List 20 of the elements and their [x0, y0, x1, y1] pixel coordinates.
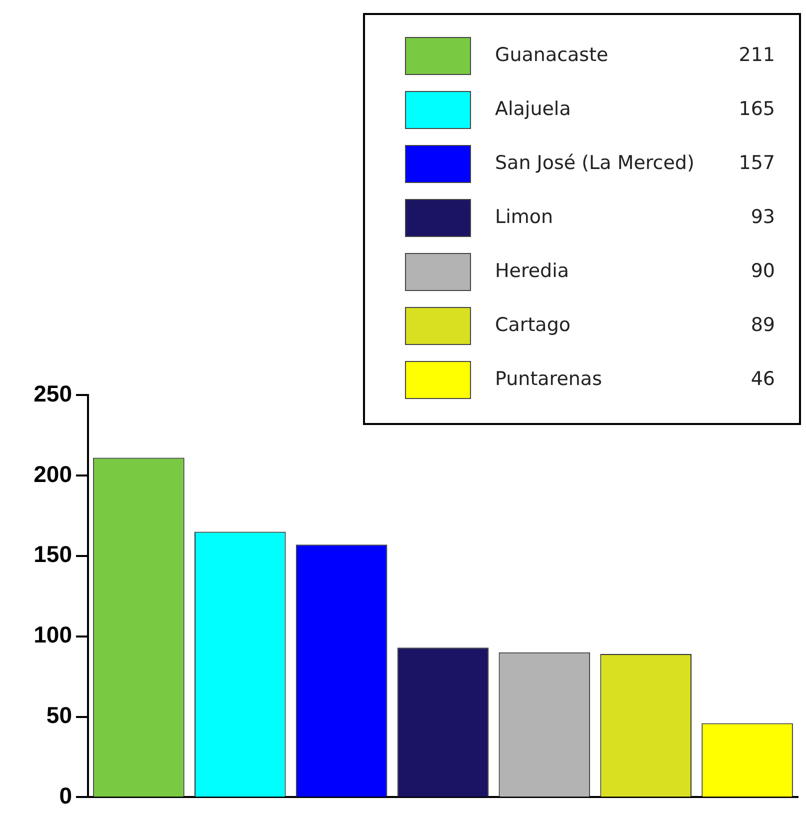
y-tick-label: 250: [34, 380, 72, 406]
legend-label: Limon: [495, 206, 554, 228]
legend-label: Puntarenas: [495, 368, 602, 390]
legend-label: Guanacaste: [495, 44, 608, 66]
text: 165: [738, 98, 775, 120]
text: 157: [738, 152, 775, 174]
text: 211: [738, 44, 775, 66]
y-tick-label: 200: [34, 460, 72, 487]
legend-label: Heredia: [495, 260, 570, 282]
legend-label: San José (La Merced): [495, 152, 694, 174]
y-tick-label: 100: [34, 622, 72, 648]
y-tick-label: 150: [34, 541, 72, 568]
legend-label: Cartago: [495, 314, 570, 336]
text: 90: [750, 260, 775, 282]
text: 46: [750, 368, 775, 390]
y-tick-label: 0: [59, 782, 72, 809]
legend-label: Alajuela: [495, 98, 571, 120]
y-tick-label: 50: [46, 702, 72, 728]
text: 93: [750, 206, 775, 228]
text: 89: [750, 314, 775, 336]
